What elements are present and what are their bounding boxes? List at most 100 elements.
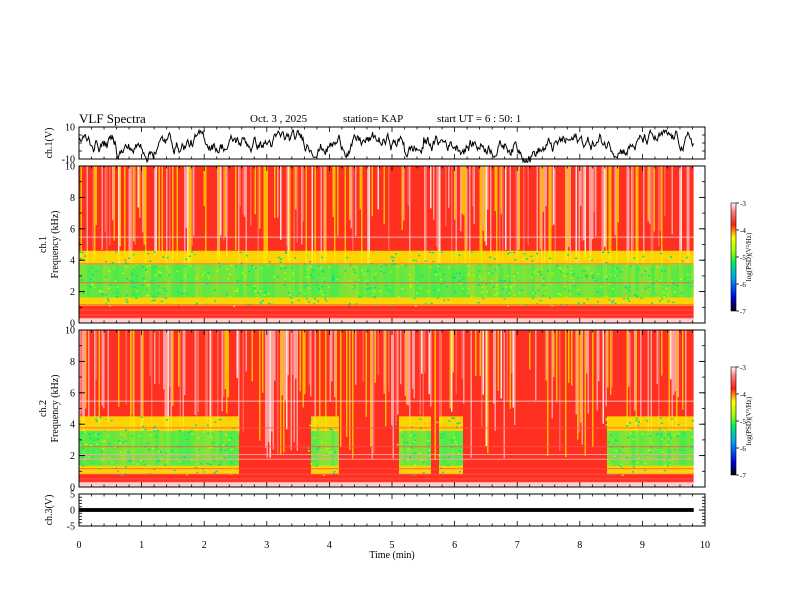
spectral-speckle <box>206 432 209 435</box>
spectral-speckle <box>403 441 406 444</box>
quiet-band-core <box>475 264 479 298</box>
spectral-speckle <box>691 420 694 422</box>
spectral-speckle <box>140 459 143 462</box>
spectral-speckle <box>202 431 205 433</box>
spectral-speckle <box>154 274 157 277</box>
spectral-speckle <box>615 439 618 442</box>
spectral-streak <box>368 166 370 266</box>
spectral-speckle <box>321 256 324 259</box>
spectral-speckle <box>308 287 311 290</box>
spectral-speckle <box>145 288 148 291</box>
spectral-speckle <box>219 430 222 433</box>
spectral-speckle <box>399 430 402 433</box>
spectral-speckle <box>318 421 321 424</box>
spectral-speckle <box>185 258 188 261</box>
spectral-speckle <box>157 429 160 432</box>
quiet-band-core <box>87 264 91 298</box>
spectral-speckle <box>232 258 235 261</box>
spectral-speckle <box>533 271 536 273</box>
quiet-band-core <box>139 430 143 466</box>
spectral-streak <box>643 166 645 290</box>
spectral-speckle <box>437 265 440 267</box>
spectral-streak <box>388 166 390 250</box>
spectral-streak <box>169 330 171 388</box>
spectral-speckle <box>355 291 358 294</box>
spectral-speckle <box>109 283 112 286</box>
spectral-speckle <box>605 295 608 297</box>
spectral-speckle <box>98 290 101 292</box>
spectral-speckle <box>147 284 150 286</box>
spectral-speckle <box>132 253 135 256</box>
spectral-streak <box>413 330 415 399</box>
spectral-streak <box>650 330 652 462</box>
spectral-speckle <box>363 273 366 275</box>
spectral-speckle <box>614 275 617 277</box>
quiet-band-core <box>635 264 639 298</box>
spectral-speckle <box>658 300 661 302</box>
spectral-speckle <box>283 284 286 286</box>
spectral-streak <box>334 166 336 291</box>
spectral-speckle <box>661 422 664 425</box>
spectral-speckle <box>448 456 451 458</box>
spectral-speckle <box>460 255 463 258</box>
spectral-streak <box>503 330 505 459</box>
quiet-band-core <box>195 264 199 298</box>
spectral-speckle <box>446 422 449 424</box>
spectral-speckle <box>224 259 227 261</box>
spectral-speckle <box>489 256 492 259</box>
colorbar-label: log(PSD)(V²/Hz) <box>745 396 753 445</box>
spectral-speckle <box>528 298 531 301</box>
spectral-speckle <box>334 451 337 454</box>
spectral-speckle <box>451 276 454 279</box>
spectral-speckle <box>239 251 242 254</box>
spectral-speckle <box>268 261 271 263</box>
spectral-speckle <box>609 463 612 466</box>
spectral-speckle <box>277 253 280 255</box>
spectral-streak <box>289 166 291 294</box>
spectral-streak <box>536 166 538 262</box>
spectral-speckle <box>150 434 153 437</box>
spectral-speckle <box>83 431 86 434</box>
spectral-streak <box>220 166 222 236</box>
spectral-speckle <box>418 452 421 455</box>
spectral-speckle <box>279 258 282 260</box>
spectral-speckle <box>79 445 82 447</box>
spectral-streak <box>377 166 379 210</box>
spectral-speckle <box>360 269 363 272</box>
spectral-speckle <box>207 275 210 277</box>
spectral-speckle <box>294 257 297 259</box>
spectral-speckle <box>125 277 128 280</box>
spectral-streak <box>685 330 687 463</box>
spectral-speckle <box>154 266 157 269</box>
spectral-streak <box>133 330 135 463</box>
spectral-speckle <box>587 300 590 303</box>
spectral-streak <box>548 166 550 290</box>
spectral-speckle <box>611 287 614 290</box>
y-tick-label: 10 <box>65 123 75 134</box>
spectral-speckle <box>230 448 233 450</box>
quiet-band-core <box>547 264 551 298</box>
spectral-streak <box>107 330 109 424</box>
spectral-speckle <box>263 294 266 296</box>
spectral-streak <box>365 330 367 417</box>
spectral-speckle <box>190 430 193 432</box>
spectral-speckle <box>116 470 119 473</box>
spectral-speckle <box>477 301 480 304</box>
spectral-streak <box>472 166 474 207</box>
spectral-speckle <box>578 305 581 307</box>
spectral-speckle <box>450 251 453 253</box>
y-tick-label: 10 <box>65 162 75 173</box>
spectral-speckle <box>396 443 399 446</box>
quiet-band-core <box>327 264 331 298</box>
spectral-speckle <box>165 452 168 455</box>
spectral-speckle <box>662 437 665 440</box>
spectral-speckle <box>374 296 377 299</box>
quiet-band-core <box>171 430 175 466</box>
spectral-speckle <box>131 435 134 437</box>
spectral-speckle <box>406 441 409 444</box>
spectral-speckle <box>152 296 155 299</box>
spectral-streak <box>455 330 457 394</box>
spectral-speckle <box>468 272 471 275</box>
spectral-speckle <box>173 469 176 472</box>
quiet-band-core <box>355 264 359 298</box>
